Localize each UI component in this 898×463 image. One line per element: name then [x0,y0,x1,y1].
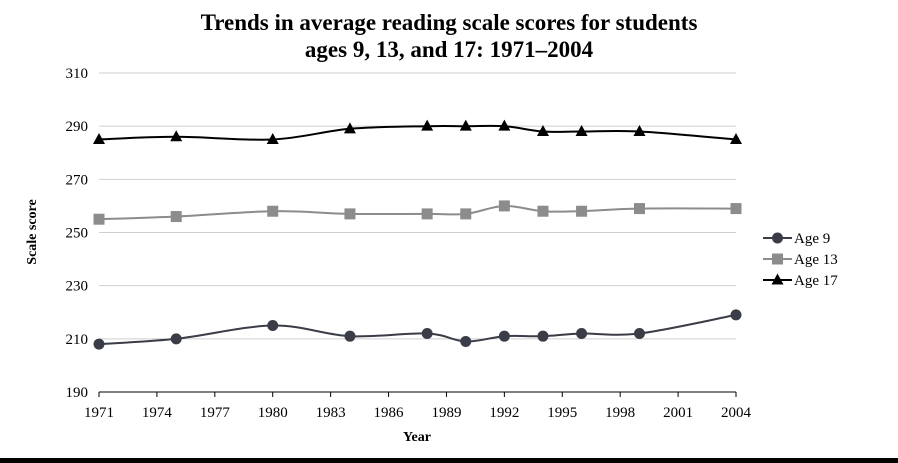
y-tick-label: 310 [66,66,89,82]
data-point-age-9 [537,330,549,342]
data-point-age-17 [459,119,472,131]
legend-item-age-9: Age 9 [763,231,830,247]
data-point-age-13 [421,208,433,220]
y-tick-label: 250 [66,226,89,242]
x-tick-label: 1974 [142,405,173,421]
series-age-17 [93,119,742,144]
data-point-age-17 [266,132,279,144]
legend-label: Age 9 [794,231,830,247]
legend-marker [771,273,784,285]
legend-item-age-13: Age 13 [763,252,838,268]
y-tick-label: 230 [66,279,89,295]
x-tick-label: 2001 [663,405,693,421]
x-tick-label: 1971 [84,405,114,421]
legend-label: Age 13 [794,252,838,268]
x-tick-label: 1989 [431,405,461,421]
data-point-age-17 [170,130,183,142]
x-tick-label: 1986 [374,405,405,421]
x-axis-ticks: 1971 1974 1977 1980 1983 1986 1989 1992 1995 1998… [84,392,752,421]
data-point-age-13 [344,208,356,220]
data-point-age-9 [344,330,356,342]
chart-title: Trends in average reading scale scores f… [201,10,698,35]
x-tick-label: 2004 [721,405,752,421]
x-axis-label: Year [403,430,431,445]
data-point-age-9 [498,330,510,342]
series-age-9 [93,309,742,350]
y-tick-label: 290 [66,119,89,135]
series-age-13 [93,200,742,225]
chart-subtitle: ages 9, 13, and 17: 1971–2004 [305,37,594,62]
legend: Age 9 Age 13 Age 17 [763,231,838,289]
data-point-age-13 [498,200,510,212]
data-point-age-17 [93,132,105,144]
data-point-age-9 [93,338,105,350]
data-point-age-17 [633,124,646,136]
data-point-age-17 [343,122,356,134]
data-point-age-9 [730,309,742,321]
data-point-age-17 [421,119,434,131]
data-point-age-17 [536,124,549,136]
data-point-age-13 [170,211,182,223]
x-tick-label: 1992 [489,405,519,421]
legend-item-age-17: Age 17 [763,273,838,289]
data-point-age-13 [93,213,105,225]
y-tick-label: 270 [66,172,89,188]
data-point-age-17 [730,132,742,144]
data-point-age-13 [730,203,742,215]
y-tick-label: 190 [66,385,89,401]
data-point-age-13 [267,205,279,217]
x-tick-label: 1983 [316,405,346,421]
legend-marker [772,232,783,244]
legend-marker [772,253,783,265]
data-point-age-13 [633,203,645,215]
data-point-age-9 [267,320,279,332]
data-point-age-9 [170,333,182,345]
data-point-age-13 [537,205,549,217]
x-tick-label: 1998 [605,405,635,421]
data-point-age-9 [633,328,645,340]
y-tick-label: 210 [66,332,89,348]
data-point-age-17 [498,119,511,131]
data-point-age-17 [575,124,588,136]
bottom-border [0,458,898,463]
data-point-age-9 [421,328,433,340]
y-axis-ticks: 190 210 230 250 270 290 310 [66,66,89,401]
data-point-age-13 [460,208,472,220]
data-point-age-13 [576,205,588,217]
x-tick-label: 1995 [547,405,577,421]
series-layer [93,119,742,350]
x-tick-label: 1980 [258,405,288,421]
y-axis-label: Scale score [25,199,40,264]
data-point-age-9 [576,328,588,340]
legend-label: Age 17 [794,273,838,289]
data-point-age-9 [460,335,472,347]
x-tick-label: 1977 [200,405,231,421]
